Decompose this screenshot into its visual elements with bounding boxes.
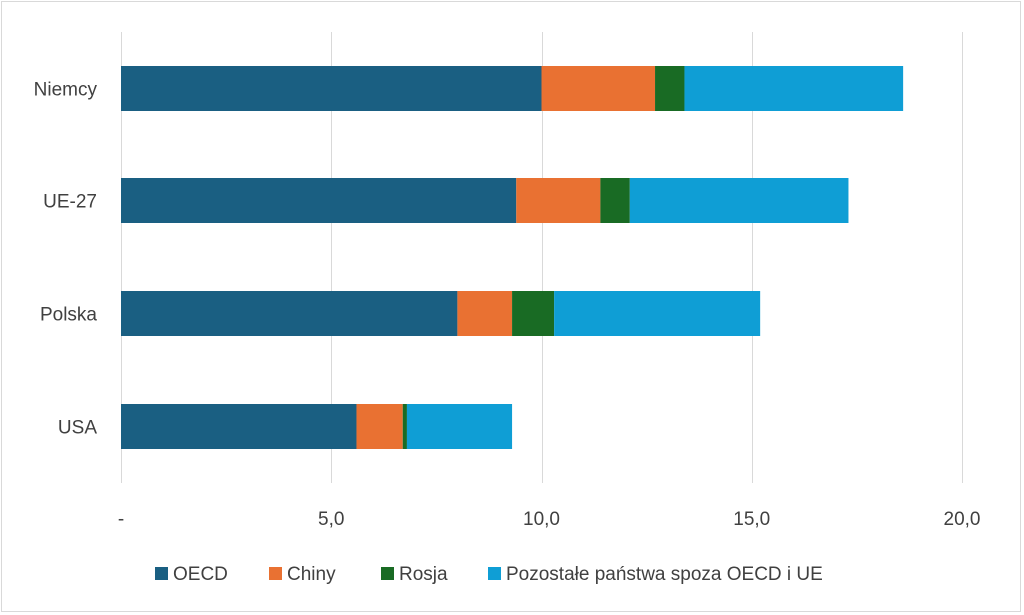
x-tick-label-1: 5,0 <box>318 509 344 530</box>
bar-polska-chiny <box>457 291 513 336</box>
y-category-label-3: USA <box>58 418 97 439</box>
bar-usa-chiny <box>356 404 403 449</box>
bars <box>121 66 904 449</box>
bar-usa-pozostałe <box>406 404 513 449</box>
y-axis-labels: Niemcy UE-27 Polska USA <box>34 80 98 439</box>
bar-niemcy-oecd <box>121 66 542 111</box>
bar-ue-27-rosja <box>600 178 630 223</box>
x-tick-label-3: 15,0 <box>733 509 770 530</box>
bar-polska-rosja <box>512 291 555 336</box>
x-tick-label-4: 20,0 <box>944 509 981 530</box>
legend-label-2: Rosja <box>399 564 448 585</box>
y-category-label-2: Polska <box>40 305 97 326</box>
legend-label-0: OECD <box>173 564 228 585</box>
legend-swatch-2 <box>381 567 394 580</box>
y-category-label-1: UE-27 <box>43 192 97 213</box>
bar-niemcy-chiny <box>541 66 656 111</box>
legend: OECD Chiny Rosja Pozostałe państwa spoza OE… <box>155 564 823 585</box>
bar-ue-27-oecd <box>121 178 517 223</box>
bar-polska-pozostałe <box>554 291 761 336</box>
x-axis-labels: - 5,0 10,0 15,0 20,0 <box>118 509 981 530</box>
legend-swatch-0 <box>155 567 168 580</box>
x-tick-label-2: 10,0 <box>523 509 560 530</box>
bar-ue-27-pozostałe <box>629 178 849 223</box>
legend-label-3: Pozostałe państwa spoza OECD i UE <box>506 564 823 585</box>
legend-swatch-3 <box>488 567 501 580</box>
bar-niemcy-rosja <box>655 66 685 111</box>
legend-swatch-1 <box>269 567 282 580</box>
y-category-label-0: Niemcy <box>34 80 98 101</box>
bar-usa-rosja <box>402 404 407 449</box>
legend-label-1: Chiny <box>287 564 336 585</box>
bar-niemcy-pozostałe <box>684 66 904 111</box>
x-tick-label-0: - <box>118 509 124 530</box>
bar-polska-oecd <box>121 291 458 336</box>
bar-usa-oecd <box>121 404 357 449</box>
bar-ue-27-chiny <box>516 178 601 223</box>
